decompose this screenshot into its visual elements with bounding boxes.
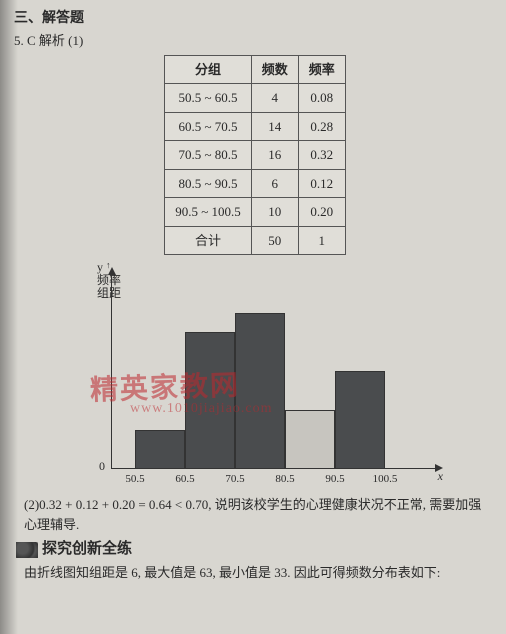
x-tick-label: 50.5 (125, 471, 144, 488)
table-cell: 60.5 ~ 70.5 (165, 112, 252, 141)
table-cell: 50 (251, 226, 298, 255)
x-tick-label: 90.5 (325, 471, 344, 488)
table-row: 90.5 ~ 100.5100.20 (165, 198, 346, 227)
table-cell: 合计 (165, 226, 252, 255)
section-2-title: 探究创新全练 (42, 541, 132, 557)
table-cell: 4 (251, 84, 298, 113)
watermark-sub: www.1010jiajiao.com (130, 398, 273, 419)
table-header: 频率 (298, 55, 345, 84)
table-cell: 10 (251, 198, 298, 227)
item-prefix: 5. C 解析 (1) (14, 31, 496, 51)
table-cell: 1 (298, 226, 345, 255)
table-cell: 0.12 (298, 169, 345, 198)
origin-label: 0 (99, 457, 105, 475)
section-2-heading: 探究创新全练 (16, 538, 496, 561)
table-cell: 0.32 (298, 141, 345, 170)
table-row: 60.5 ~ 70.5140.28 (165, 112, 346, 141)
table-header: 频数 (251, 55, 298, 84)
table-row: 80.5 ~ 90.560.12 (165, 169, 346, 198)
table-cell: 90.5 ~ 100.5 (165, 198, 252, 227)
frequency-table: 分组频数频率 50.5 ~ 60.540.0860.5 ~ 70.5140.28… (164, 55, 346, 256)
paragraph-2: (2)0.32 + 0.12 + 0.20 = 0.64 < 0.70, 说明该… (24, 495, 492, 534)
histogram-bar (285, 410, 335, 469)
histogram-bar (135, 430, 185, 469)
table-cell: 6 (251, 169, 298, 198)
table-cell: 16 (251, 141, 298, 170)
x-tick-label: 70.5 (225, 471, 244, 488)
table-row: 50.5 ~ 60.540.08 (165, 84, 346, 113)
y-symbol: y (97, 260, 103, 274)
x-tick-label: 100.5 (373, 471, 398, 488)
table-cell: 14 (251, 112, 298, 141)
table-cell: 0.20 (298, 198, 345, 227)
table-row: 70.5 ~ 80.5160.32 (165, 141, 346, 170)
section-heading: 三、解答题 (14, 8, 496, 29)
x-tick-label: 80.5 (275, 471, 294, 488)
table-header: 分组 (165, 55, 252, 84)
table-row: 合计501 (165, 226, 346, 255)
histogram-bar (235, 313, 285, 469)
table-cell: 0.08 (298, 84, 345, 113)
table-cell: 80.5 ~ 90.5 (165, 169, 252, 198)
table-cell: 70.5 ~ 80.5 (165, 141, 252, 170)
bullet-icon (16, 542, 38, 558)
paragraph-3: 由折线图知组距是 6, 最大值是 63, 最小值是 33. 因此可得频数分布表如… (24, 563, 492, 583)
x-tick-label: 60.5 (175, 471, 194, 488)
histogram-bar (335, 371, 385, 469)
table-cell: 0.28 (298, 112, 345, 141)
table-cell: 50.5 ~ 60.5 (165, 84, 252, 113)
